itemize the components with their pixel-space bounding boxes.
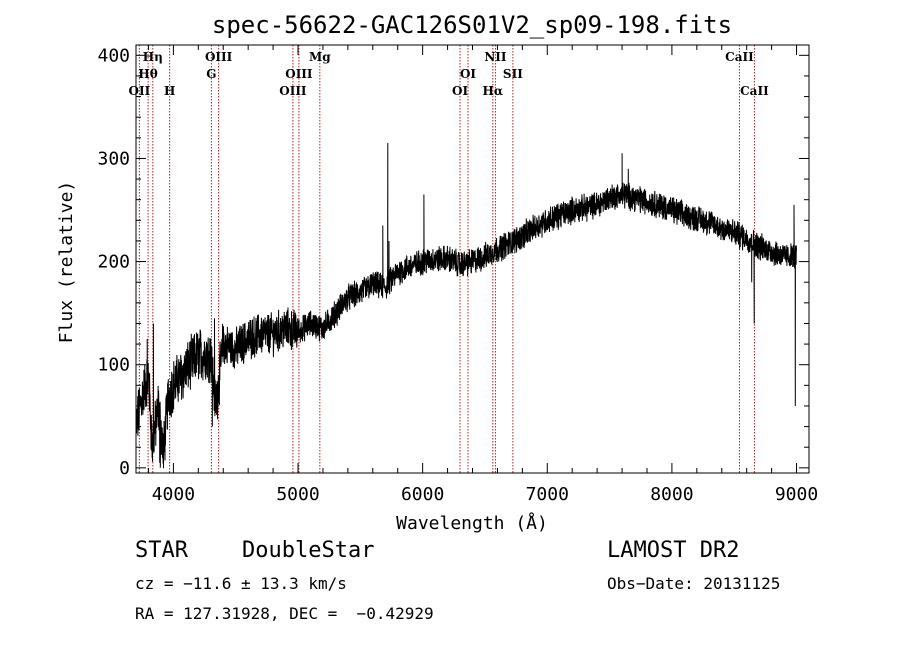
spectral-line-label: OIII [285,67,313,81]
y-tick-label: 300 [97,148,130,169]
spectral-line-label: H [164,84,175,98]
chart-title: spec-56622-GAC126S01V2_sp09-198.fits [212,11,732,39]
x-axis-label: Wavelength (Å) [396,512,548,534]
y-tick-label: 200 [97,252,130,273]
y-tick-label: 0 [119,458,130,479]
spectral-line-label: SII [503,67,523,81]
x-axis-ticks: 4000 5000 6000 7000 8000 9000 [147,45,818,505]
y-tick-label: 400 [97,45,130,66]
y-axis-ticks: 0 100 200 300 400 [97,45,809,479]
object-subclass: DoubleStar [242,538,375,563]
spectral-line-label: G [206,67,216,81]
y-axis-label: Flux (relative) [56,181,77,344]
spectral-line-label: Mg [309,50,331,64]
x-tick-label: 6000 [401,484,444,505]
redshift-info: cz = −11.6 ± 13.3 km/s [135,574,347,593]
observation-date: Obs−Date: 20131125 [607,574,781,593]
spectral-line-label: CaII [725,50,754,64]
x-tick-label: 7000 [526,484,569,505]
spectral-line-label: OI [460,67,476,81]
spectral-line-label: OIII [205,50,233,64]
y-tick-label: 100 [97,355,130,376]
x-tick-label: 9000 [775,484,818,505]
spectral-line-label: NII [484,50,507,64]
spectral-line-label: Hη [143,50,163,64]
spectral-line-label: OII [129,84,151,98]
survey-name: LAMOST DR2 [607,538,740,563]
spectral-line-label: OIII [279,84,307,98]
spectral-line-label: Hα [483,84,504,98]
object-class: STAR [135,538,188,563]
x-tick-label: 4000 [152,484,195,505]
spectral-line-label: Hθ [138,67,157,81]
spectral-line-label: CaII [740,84,769,98]
x-tick-label: 8000 [650,484,693,505]
spectrum-line [135,142,797,469]
coordinates: RA = 127.31928, DEC = −0.42929 [135,604,434,623]
x-tick-label: 5000 [276,484,319,505]
spectral-line-labels: Hη Hθ OII H OIII G Mg OIII OIII NII OI SII OI Hα CaII C… [129,50,770,98]
spectral-line-label: OI [452,84,468,98]
